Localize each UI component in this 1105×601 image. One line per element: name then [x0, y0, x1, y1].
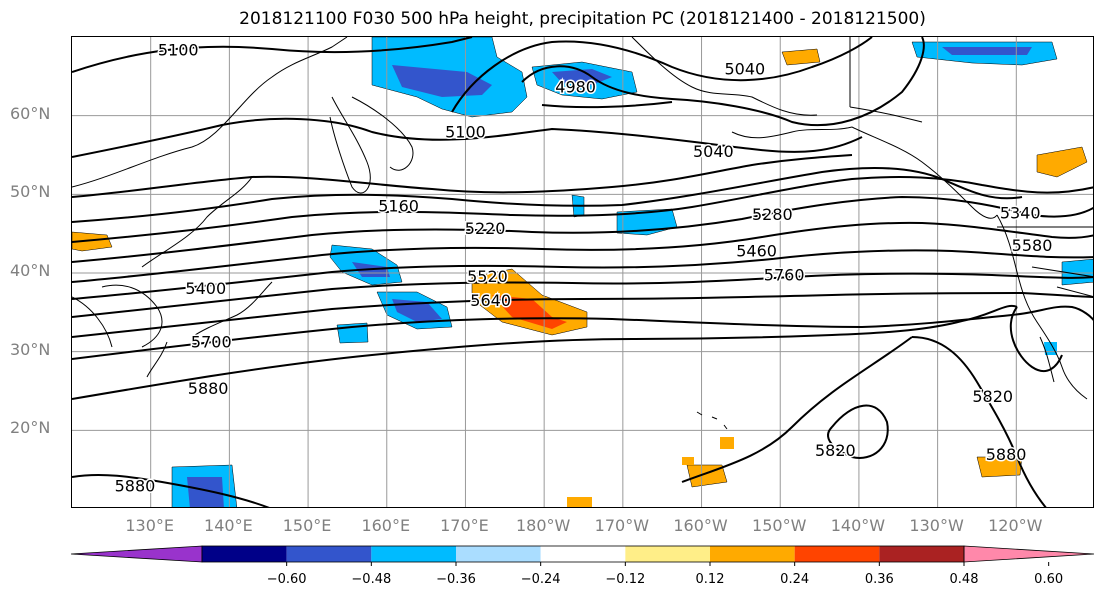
contour-label: 5280: [752, 205, 793, 224]
contour-label: 5460: [736, 241, 777, 260]
colorbar-segment: [625, 546, 710, 562]
colorbar-segment: [286, 546, 372, 562]
colorbar-outline: [201, 545, 965, 563]
contour-label: 5880: [188, 379, 229, 398]
colorbar-segment: [710, 546, 795, 562]
contour-label: 5880: [986, 445, 1027, 464]
contour-label: 4980: [555, 78, 596, 97]
colorbar-segment: [202, 546, 287, 562]
latitude-label: 50°N: [10, 182, 51, 202]
longitude-label: 130°E: [125, 516, 175, 535]
height-contours: [72, 37, 1093, 507]
contour-label: 5340: [1000, 204, 1041, 223]
figure-title: 2018121100 F030 500 hPa height, precipit…: [239, 9, 926, 29]
longitude-label: 150°E: [282, 516, 332, 535]
contour-label: 5640: [470, 291, 511, 310]
colorbar-segment: [456, 546, 541, 562]
colorbar-tick-label: 0.36: [864, 572, 894, 587]
longitude-label: 120°W: [988, 516, 1043, 535]
longitude-label: 160°E: [361, 516, 411, 535]
longitude-label: 150°W: [752, 516, 807, 535]
colorbar-tick-label: 0.24: [780, 572, 810, 587]
colorbar-segment: [371, 546, 456, 562]
contour-label: 5580: [1012, 236, 1053, 255]
contour-label: 5040: [724, 60, 765, 79]
precipitation-shading: [72, 37, 1093, 507]
latitude-label: 20°N: [10, 418, 51, 438]
longitude-label: 140°E: [204, 516, 253, 535]
longitude-label: 170°W: [594, 516, 650, 535]
map-panel[interactable]: 5100 4980 5040 5100 5040 5160 5220 5280 5340 5460…: [71, 36, 1094, 508]
colorbar-segment: [879, 546, 964, 562]
colorbar-tick-label: 0.48: [949, 572, 979, 587]
contour-labels: 5100 4980 5040 5100 5040 5160 5220 5280 5340 5460…: [113, 39, 1054, 497]
colorbar-tick-label: −0.60: [266, 572, 307, 587]
contour-label: 5100: [445, 122, 486, 141]
latitude-label: 30°N: [10, 339, 51, 359]
colorbar-tick-label: 0.12: [695, 572, 725, 587]
longitude-label: 130°W: [909, 516, 964, 535]
latitude-label: 60°N: [10, 103, 51, 123]
colorbar-segment: [794, 546, 880, 562]
contour-label: 5520: [467, 267, 508, 286]
contour-label: 5160: [378, 196, 419, 215]
colorbar-tick-label: −0.24: [520, 572, 561, 587]
map-canvas: 5100 4980 5040 5100 5040 5160 5220 5280 5340 5460…: [72, 37, 1093, 507]
colorbar-tick-label: −0.36: [436, 572, 476, 587]
contour-label: 5220: [465, 219, 506, 238]
contour-label: 5700: [191, 333, 232, 352]
contour-label: 5820: [815, 441, 856, 460]
colorbar-tick-label: 0.60: [1034, 572, 1064, 587]
latitude-label: 40°N: [10, 261, 51, 280]
colorbar-extend-low: [70, 545, 203, 563]
contour-label: 5040: [693, 142, 734, 161]
longitude-label: 160°W: [673, 516, 728, 535]
colorbar-tick-label: −0.12: [605, 572, 646, 587]
longitude-label: 140°W: [830, 516, 886, 535]
contour-label: 5820: [972, 387, 1013, 406]
colorbar-segment: [540, 546, 626, 562]
colorbar-extend-high: [963, 545, 1095, 563]
contour-label: 5760: [764, 266, 805, 285]
longitude-label: 170°E: [440, 516, 489, 535]
contour-label: 5880: [115, 476, 156, 495]
contour-label: 5100: [158, 41, 199, 60]
contour-label: 5400: [185, 279, 226, 298]
longitude-label: 180°W: [515, 516, 571, 535]
colorbar-tick-label: −0.48: [351, 572, 392, 587]
